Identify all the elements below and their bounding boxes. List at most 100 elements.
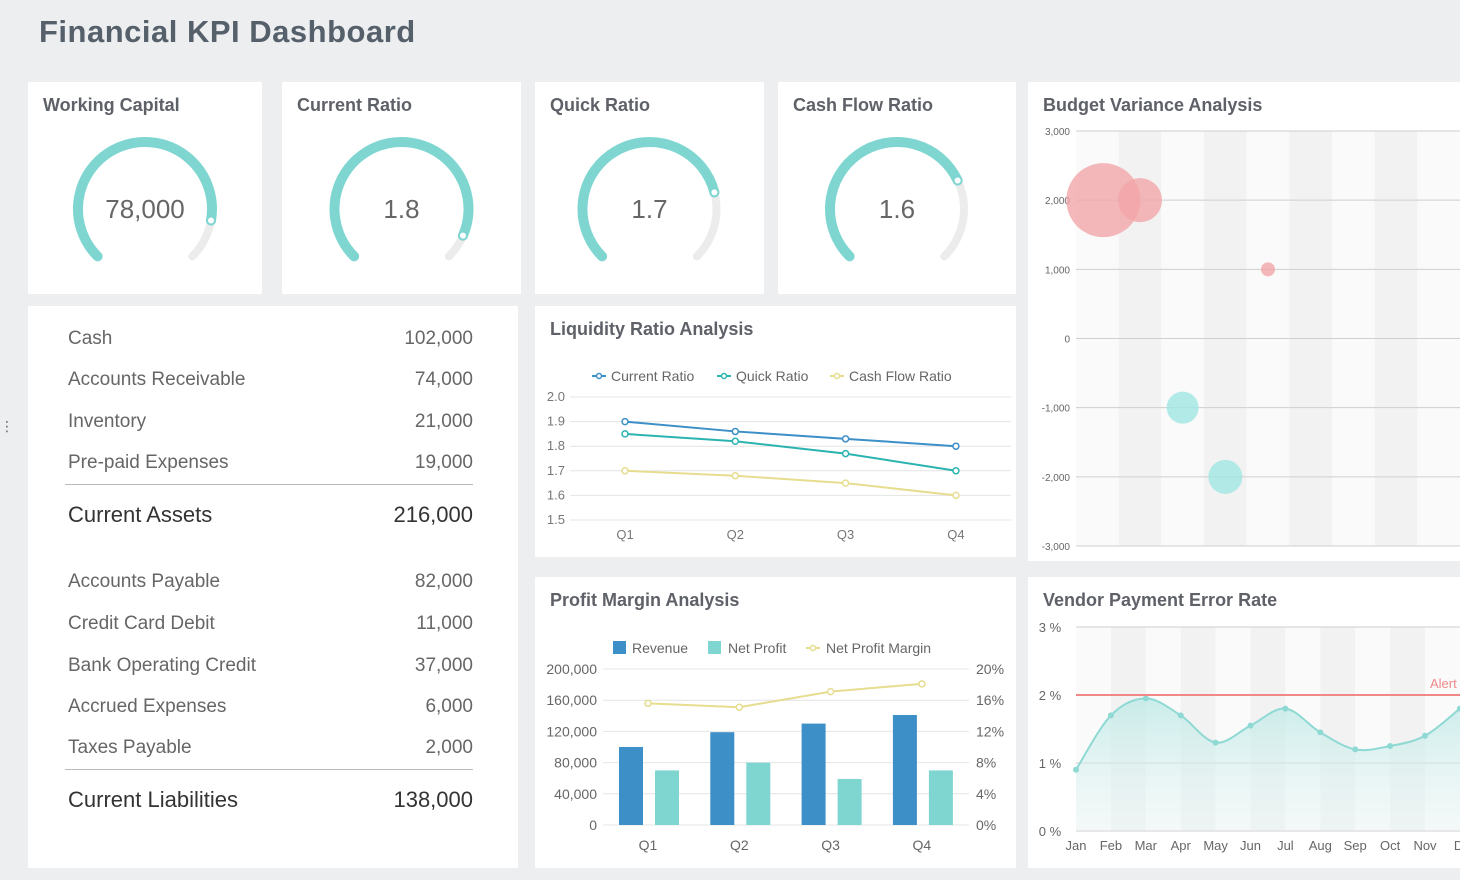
y-tick-label: 120,000 — [546, 723, 597, 739]
bubble — [1208, 459, 1243, 494]
y-tick-label: 1,000 — [1045, 265, 1070, 276]
data-point — [952, 491, 960, 500]
asset-row-receivable: Accounts Receivable 74,000 — [68, 369, 473, 391]
liability-row-bank-credit: Bank Operating Credit 37,000 — [68, 655, 473, 677]
row-label: Inventory — [68, 411, 147, 432]
y-tick-label: 160,000 — [546, 692, 597, 708]
data-point — [952, 442, 960, 450]
gauge-fill — [577, 137, 720, 262]
legend-swatch — [708, 641, 721, 654]
bubble — [1261, 262, 1275, 277]
row-value: 138,000 — [393, 787, 473, 812]
data-point — [1107, 712, 1114, 719]
gauge-fill — [825, 137, 963, 262]
data-point — [1456, 705, 1460, 712]
gauge-fill — [73, 137, 217, 262]
assets-divider — [65, 484, 473, 485]
data-point — [1177, 712, 1184, 719]
data-point — [1142, 695, 1149, 702]
row-label: Bank Operating Credit — [68, 655, 256, 676]
legend-label: Net Profit Margin — [826, 640, 931, 656]
profit-panel: Profit Margin Analysis 0 0% 40,000 4% 80,000… — [535, 577, 1016, 868]
legend-label: Cash Flow Ratio — [849, 368, 952, 384]
legend-swatch — [613, 641, 626, 654]
gauge-marker — [952, 175, 963, 186]
row-label: Credit Card Debit — [68, 613, 215, 634]
y-tick-label: 3,000 — [1045, 127, 1070, 138]
y-tick-label: 1 % — [1039, 756, 1062, 771]
data-point — [621, 430, 629, 438]
asset-row-inventory: Inventory 21,000 — [68, 411, 473, 433]
area-fill — [1076, 698, 1460, 831]
liability-row-taxes: Taxes Payable 2,000 — [68, 737, 473, 759]
legend-marker — [595, 372, 603, 380]
liability-row-payable: Accounts Payable 82,000 — [68, 571, 473, 593]
x-tick-label: Q1 — [616, 527, 633, 542]
legend-marker — [720, 372, 728, 380]
kpi-title: Cash Flow Ratio — [793, 95, 934, 115]
side-handle-icon[interactable]: ⋮ — [0, 418, 14, 434]
x-tick-label: Sep — [1344, 838, 1367, 853]
y-tick-label: 1.8 — [547, 438, 565, 453]
data-point — [1212, 739, 1219, 746]
kpi-current-ratio: Current Ratio 1.8 — [282, 82, 521, 294]
series-line-margin — [647, 682, 922, 709]
data-point — [1387, 743, 1394, 749]
x-tick-label: Oct — [1380, 838, 1401, 853]
x-tick-label: Nov — [1413, 838, 1437, 853]
bubble — [1066, 163, 1141, 238]
data-point — [841, 435, 850, 443]
x-tick-label: Apr — [1171, 838, 1192, 853]
kpi-title: Current Ratio — [297, 95, 413, 115]
row-label: Cash — [68, 328, 113, 349]
y-tick-label: 1.6 — [547, 487, 565, 502]
kpi-cash-flow-ratio: Cash Flow Ratio 1.6 — [778, 82, 1016, 294]
vendor-chart: 0 % 1 % 2 % 3 % Alert Jan Feb Mar Apr May Jun Jul Au… — [1039, 620, 1460, 853]
row-label: Current Liabilities — [68, 787, 238, 812]
y-tick-label: 1.7 — [547, 463, 565, 478]
data-point — [952, 467, 960, 475]
x-tick-label: Dec — [1454, 838, 1460, 853]
bar-revenue — [710, 732, 735, 825]
kpi-quick-ratio: Quick Ratio 1.7 — [535, 82, 764, 294]
bubble — [1118, 178, 1162, 223]
data-point — [826, 687, 835, 696]
data-point — [644, 699, 652, 708]
chart-title: Liquidity Ratio Analysis — [550, 319, 754, 339]
x-tick-label: Q1 — [639, 837, 658, 853]
data-point — [731, 437, 740, 446]
x-tick-label: Q2 — [727, 527, 744, 542]
gauge-fill — [329, 137, 474, 262]
kpi-value: 78,000 — [105, 194, 185, 224]
y2-tick-label: 12% — [976, 723, 1004, 739]
data-point — [735, 703, 744, 711]
y-tick-label: 1.9 — [547, 414, 565, 429]
chart-title: Vendor Payment Error Rate — [1043, 590, 1278, 610]
x-tick-label: May — [1203, 838, 1228, 853]
x-tick-label: Q3 — [821, 837, 840, 853]
bar-revenue — [619, 747, 643, 825]
data-point — [731, 471, 740, 480]
data-point — [841, 449, 850, 458]
y-tick-label: 80,000 — [554, 755, 597, 771]
x-tick-label: Q2 — [730, 837, 749, 853]
y-tick-label: 2,000 — [1045, 196, 1070, 207]
data-point — [1282, 705, 1289, 712]
row-value: 74,000 — [414, 369, 473, 390]
bar-net-profit — [928, 770, 953, 825]
chart-title: Budget Variance Analysis — [1043, 95, 1263, 115]
y-tick-label: 3 % — [1039, 620, 1062, 635]
alert-label: Alert — [1430, 676, 1457, 691]
y-tick-label: 40,000 — [554, 786, 597, 802]
budget-panel: Budget Variance Analysis -3,000 -2,000 -1,… — [1028, 82, 1460, 561]
x-tick-label: Q4 — [947, 527, 964, 542]
row-label: Accounts Receivable — [68, 369, 246, 390]
vendor-panel: Vendor Payment Error Rate 0 % 1 % 2 % 3 % Al… — [1028, 577, 1460, 868]
dashboard-title: Financial KPI Dashboard — [39, 14, 416, 49]
y-tick-label: 1.5 — [547, 512, 565, 527]
y-tick-label: 0 — [589, 817, 597, 833]
row-value: 11,000 — [416, 613, 473, 634]
row-value: 21,000 — [414, 411, 473, 432]
liability-row-credit-card: Credit Card Debit 11,000 — [68, 613, 473, 635]
y2-tick-label: 16% — [976, 692, 1004, 708]
